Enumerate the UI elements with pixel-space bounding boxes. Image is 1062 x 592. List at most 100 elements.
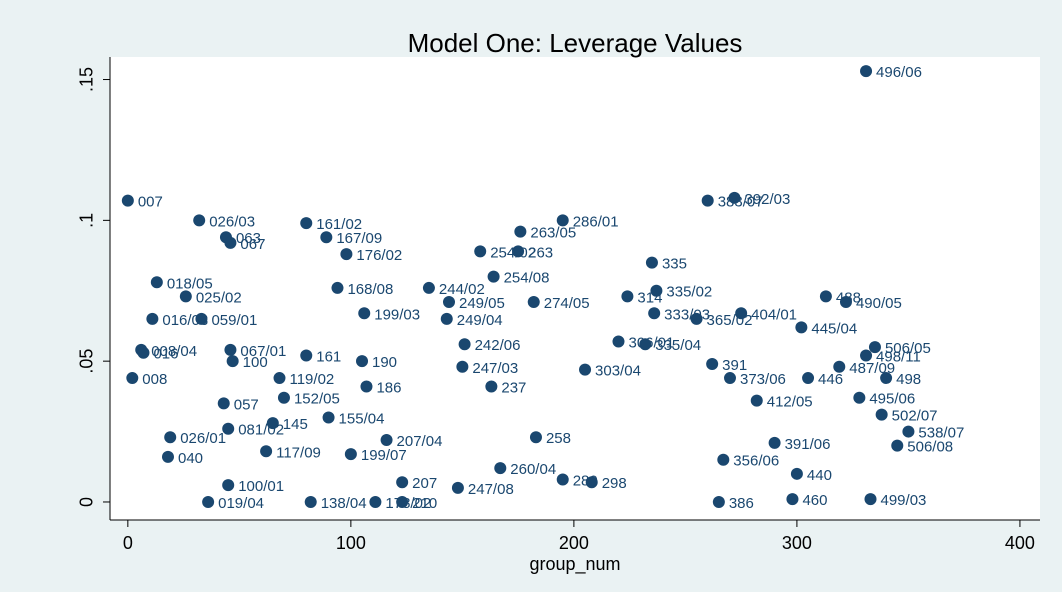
point-label: 155/04 <box>339 410 385 427</box>
point-label: 167/09 <box>336 230 382 247</box>
point-label: 100 <box>243 354 268 371</box>
point <box>701 194 714 207</box>
point <box>728 191 741 204</box>
point <box>612 335 625 348</box>
point-label: 440 <box>807 467 832 484</box>
point-label: 026/03 <box>209 213 255 230</box>
point-label: 207/04 <box>397 433 443 450</box>
point <box>121 194 134 207</box>
point <box>786 493 799 506</box>
point-label: 019/04 <box>218 495 264 512</box>
point-label: 258 <box>546 430 571 447</box>
point-label: 298 <box>602 475 627 492</box>
point <box>195 312 208 325</box>
x-tick-label: 0 <box>123 533 133 553</box>
point <box>735 307 748 320</box>
point-label: 207 <box>412 475 437 492</box>
point <box>456 360 469 373</box>
point-label: 249/04 <box>457 312 503 329</box>
point <box>451 481 464 494</box>
point-label: 168/08 <box>347 281 393 298</box>
point-label: 490/05 <box>856 295 902 312</box>
point-label: 119/02 <box>289 371 334 388</box>
point-label: 335/04 <box>655 337 701 354</box>
point-label: 176/02 <box>356 247 402 264</box>
point <box>648 307 661 320</box>
point-label: 498/11 <box>876 348 921 365</box>
point-label: 057 <box>234 396 259 413</box>
point-label: 244/02 <box>439 281 485 298</box>
point-label: 487/09 <box>849 360 895 377</box>
point-label: 263/05 <box>530 225 576 242</box>
point-label: 067 <box>240 236 265 253</box>
y-tick-label: .15 <box>77 67 97 92</box>
x-tick-label: 400 <box>1005 533 1035 553</box>
point <box>645 256 658 269</box>
point <box>137 346 150 359</box>
point <box>331 281 344 294</box>
point <box>422 281 435 294</box>
point <box>639 338 652 351</box>
point <box>556 214 569 227</box>
point-label: 498 <box>896 371 921 388</box>
point <box>512 245 525 258</box>
point <box>164 431 177 444</box>
point <box>193 214 206 227</box>
point <box>146 312 159 325</box>
point <box>706 357 719 370</box>
point-label: 495/06 <box>869 391 915 408</box>
point <box>260 445 273 458</box>
point-label: 161/02 <box>316 216 362 233</box>
point-label: 446 <box>818 371 843 388</box>
point-label: 237 <box>501 379 526 396</box>
point-label: 274/05 <box>544 295 590 312</box>
point <box>556 473 569 486</box>
point <box>179 290 192 303</box>
point <box>712 495 725 508</box>
plot-region <box>110 57 1040 520</box>
point-label: 506/08 <box>907 439 953 456</box>
point-label: 117/09 <box>276 444 321 461</box>
point <box>322 411 335 424</box>
point <box>396 495 409 508</box>
point-label: 356/06 <box>733 453 779 470</box>
point <box>527 296 540 309</box>
point <box>853 391 866 404</box>
point <box>875 408 888 421</box>
point-label: 249/05 <box>459 295 505 312</box>
point <box>340 248 353 261</box>
point <box>579 363 592 376</box>
point <box>320 231 333 244</box>
point-label: 263 <box>528 244 553 261</box>
point <box>650 284 663 297</box>
point <box>300 349 313 362</box>
point-label: 007 <box>138 194 163 211</box>
point-label: 210 <box>412 495 437 512</box>
point <box>529 431 542 444</box>
point-label: 386 <box>729 495 754 512</box>
point-label: 260/04 <box>510 461 556 478</box>
point <box>344 448 357 461</box>
point <box>690 312 703 325</box>
point <box>724 372 736 385</box>
point-label: 199/07 <box>361 447 407 464</box>
point-label: 445/04 <box>811 320 857 337</box>
point <box>585 476 598 489</box>
point-label: 333/03 <box>664 306 710 323</box>
point <box>442 296 455 309</box>
point-label: 067/01 <box>240 343 286 360</box>
point-label: 506/05 <box>885 340 931 357</box>
point <box>226 355 239 368</box>
point <box>864 493 877 506</box>
point <box>360 380 373 393</box>
point <box>440 312 453 325</box>
point-label: 286/01 <box>573 213 619 230</box>
point-label: 496/06 <box>876 64 922 81</box>
point-label: 392/03 <box>744 191 790 208</box>
point <box>819 290 832 303</box>
point-label: 190 <box>372 354 397 371</box>
point <box>485 380 498 393</box>
y-tick-label: 0 <box>77 497 97 507</box>
